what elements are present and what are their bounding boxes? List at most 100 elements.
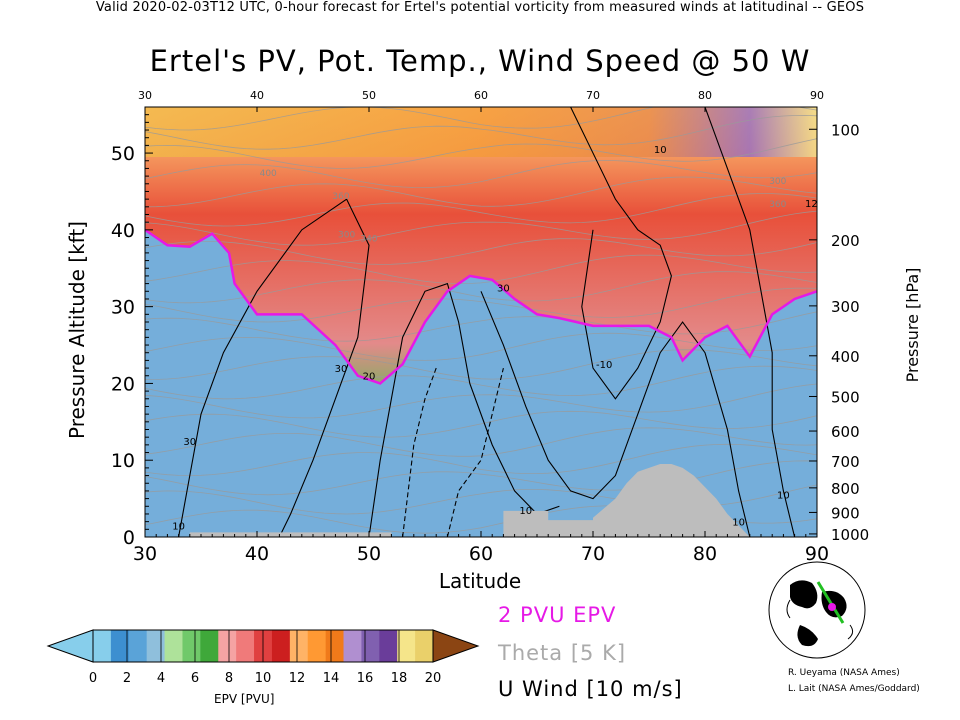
colorbar-title: EPV [PVU] — [214, 692, 275, 706]
terrain — [189, 464, 750, 537]
theta-contour-label: 360 — [332, 192, 349, 202]
pressure-tick-label: 800 — [831, 480, 860, 498]
theta-contour — [145, 254, 817, 285]
colorbar-tick-label: 10 — [255, 671, 272, 686]
y-tick-label: 10 — [111, 450, 135, 472]
wind-contour-label: 10 — [172, 521, 185, 532]
wind-contour-label: 10 — [519, 506, 532, 517]
theta-contour — [145, 460, 817, 496]
credit-line-1: R. Ueyama (NASA Ames) — [788, 668, 900, 678]
colorbar-under-arrow — [46, 629, 94, 663]
pressure-axis: 100 200 300 400 500 600 700 800 900 1000 — [809, 121, 869, 544]
colorbar-segment — [164, 630, 183, 662]
wind-contour-label: 30 — [497, 283, 510, 294]
wind-contour — [704, 107, 796, 537]
pressure-tick-label: 300 — [831, 298, 860, 316]
y-axis-label: Pressure Altitude [kft] — [65, 221, 89, 439]
plot-area: 10 30 30 20 30 10 -10 10 10 10 12 400 360 300 340 300 3… — [145, 107, 818, 537]
theta-contour — [145, 410, 817, 438]
colorbar-segment — [271, 630, 291, 662]
theta-contour — [145, 332, 817, 361]
colorbar-tick-label: 20 — [425, 671, 442, 686]
terrain-labrador — [503, 510, 593, 537]
header-text: Valid 2020-02-03T12 UTC, 0-hour forecast… — [95, 0, 865, 15]
colorbar-segment — [397, 630, 416, 662]
colorbar-segment — [146, 630, 166, 662]
theta-contour — [145, 443, 817, 477]
wind-contour-label: 20 — [363, 372, 376, 383]
theta-contour — [145, 114, 817, 150]
wind-contour-label: 30 — [183, 437, 196, 448]
colorbar-tick-label: 0 — [89, 671, 97, 686]
theta-contour — [145, 427, 817, 457]
y-tick-label: 0 — [123, 527, 135, 549]
wind-contour-label: 10 — [732, 517, 745, 528]
colorbar-tick-label: 4 — [157, 671, 165, 686]
x-tick-label: 40 — [245, 543, 269, 565]
x-tick-label: 50 — [357, 543, 381, 565]
theta-contour — [145, 193, 817, 227]
wind-contour — [402, 367, 437, 537]
wind-contour-label: 10 — [777, 491, 790, 502]
wind-contour — [570, 107, 672, 400]
colorbar-segment — [325, 630, 345, 662]
theta-contour-label: 300 — [338, 231, 355, 241]
theta-contour — [145, 107, 817, 131]
pressure-tick-label: 600 — [831, 423, 860, 441]
terrain-greenland — [593, 464, 750, 537]
pressure-tick-label: 400 — [831, 348, 860, 366]
pressure-tick-label: 500 — [831, 388, 860, 406]
top-x-tick-label: 50 — [362, 89, 376, 102]
pressure-tick-label: 100 — [831, 121, 860, 139]
theta-contour-label: 340 — [360, 234, 377, 244]
theta-contours — [145, 107, 817, 534]
x-tick-label: 70 — [581, 543, 605, 565]
theta-contour — [145, 287, 817, 323]
credit-line-2: L. Lait (NASA Ames/Goddard) — [788, 684, 920, 694]
y-tick-label: 20 — [111, 373, 135, 395]
pressure-tick-label: 1000 — [831, 526, 869, 544]
wind-contours — [178, 107, 796, 537]
colorbar-segment — [236, 630, 255, 662]
upper-band — [145, 107, 817, 157]
wind-contour — [178, 198, 370, 537]
locator-map — [768, 561, 866, 659]
colorbar-segment — [200, 630, 219, 662]
y-axis: 0 10 20 30 40 50 — [111, 114, 153, 549]
wind-contour-label: 12 — [805, 199, 818, 210]
wind-contour-label: -10 — [596, 360, 612, 371]
colorbar-tick-label: 16 — [357, 671, 374, 686]
theta-contour — [145, 160, 817, 189]
theta-contour-labels: 400 360 300 340 300 360 — [260, 169, 787, 244]
theta-contour — [145, 210, 817, 246]
theta-contour — [145, 238, 817, 265]
top-x-tick-label: 70 — [586, 89, 600, 102]
colorbar-tick-label: 6 — [191, 671, 199, 686]
x-axis-label: Latitude — [439, 569, 521, 593]
colorbar-tick-label: 12 — [289, 671, 306, 686]
theta-contour — [145, 383, 817, 419]
wind-contour — [480, 291, 751, 537]
x-tick-label: 80 — [693, 543, 717, 565]
top-x-tick-label: 80 — [698, 89, 712, 102]
chart-title: Ertel's PV, Pot. Temp., Wind Speed @ 50 … — [149, 44, 811, 78]
colorbar-segment — [182, 630, 201, 662]
top-x-axis: 30 40 50 60 70 80 90 — [138, 89, 824, 112]
top-x-tick-label: 90 — [810, 89, 824, 102]
colorbar-segment — [343, 630, 362, 662]
colorbar-segment — [307, 630, 327, 662]
theta-contour-label: 400 — [260, 169, 277, 179]
colorbar-segment — [361, 630, 380, 662]
colorbar-segment — [128, 630, 148, 662]
theta-contour — [145, 349, 817, 380]
x-axis: 30 40 50 60 70 80 90 — [133, 531, 829, 565]
colorbar-tick-label: 8 — [225, 671, 233, 686]
x-tick-label: 90 — [805, 543, 829, 565]
theta-contour-label: 360 — [769, 200, 786, 210]
theta-contour-label: 300 — [769, 177, 786, 187]
x-tick-label: 30 — [133, 543, 157, 565]
colorbar-tick-label: 18 — [391, 671, 408, 686]
colorbar-segment — [110, 630, 130, 662]
wind-contour-labels: 10 30 30 20 30 10 -10 10 10 10 12 — [172, 145, 818, 532]
